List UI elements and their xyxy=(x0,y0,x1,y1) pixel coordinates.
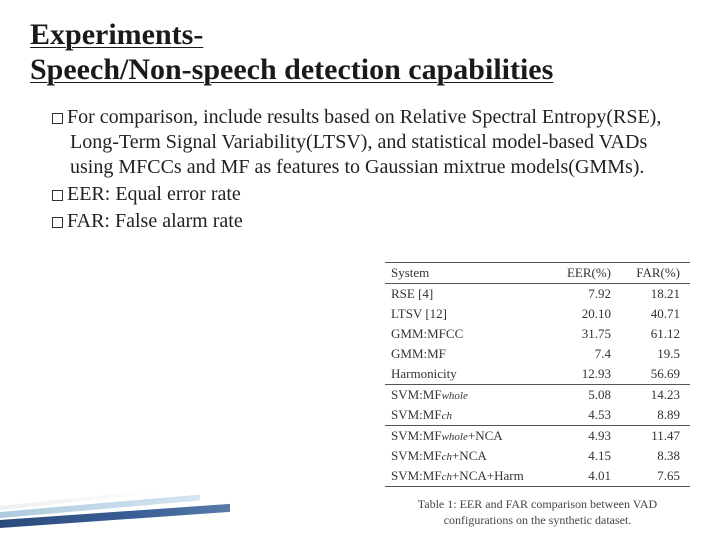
cell-far: 14.23 xyxy=(621,385,690,406)
table-row: RSE [4]7.9218.21 xyxy=(385,284,690,305)
cell-far: 19.5 xyxy=(621,344,690,364)
cell-system: SVM:MFch+NCA xyxy=(385,446,552,466)
table-row: GMM:MFCC31.7561.12 xyxy=(385,324,690,344)
slide-title: Experiments- Speech/Non-speech detection… xyxy=(30,18,690,87)
cell-eer: 31.75 xyxy=(552,324,621,344)
bullet-2: EER: Equal error rate xyxy=(52,182,690,207)
results-table: System EER(%) FAR(%) RSE [4]7.9218.21LTS… xyxy=(385,262,690,487)
cell-eer: 4.93 xyxy=(552,426,621,447)
results-table-wrap: System EER(%) FAR(%) RSE [4]7.9218.21LTS… xyxy=(385,262,690,528)
table-row: SVM:MFwhole+NCA4.9311.47 xyxy=(385,426,690,447)
col-far: FAR(%) xyxy=(621,263,690,284)
bullet-3-text: FAR: False alarm rate xyxy=(67,210,243,232)
table-body: RSE [4]7.9218.21LTSV [12]20.1040.71GMM:M… xyxy=(385,284,690,487)
checkbox-icon xyxy=(52,113,63,124)
cell-system: SVM:MFwhole xyxy=(385,385,552,406)
cell-eer: 4.01 xyxy=(552,466,621,487)
cell-eer: 4.15 xyxy=(552,446,621,466)
table-row: SVM:MFch+NCA4.158.38 xyxy=(385,446,690,466)
title-line1: Experiments- xyxy=(30,18,203,51)
cell-system: SVM:MFch+NCA+Harm xyxy=(385,466,552,487)
table-row: GMM:MF7.419.5 xyxy=(385,344,690,364)
cell-system: GMM:MF xyxy=(385,344,552,364)
bullet-1-text: For comparison, include results based on… xyxy=(67,106,661,178)
body-content: For comparison, include results based on… xyxy=(30,105,690,234)
cell-eer: 20.10 xyxy=(552,304,621,324)
cell-far: 8.89 xyxy=(621,405,690,426)
cell-far: 40.71 xyxy=(621,304,690,324)
cell-system: LTSV [12] xyxy=(385,304,552,324)
cell-far: 11.47 xyxy=(621,426,690,447)
col-eer: EER(%) xyxy=(552,263,621,284)
cell-eer: 12.93 xyxy=(552,364,621,385)
cell-system: SVM:MFch xyxy=(385,405,552,426)
col-system: System xyxy=(385,263,552,284)
table-row: SVM:MFwhole5.0814.23 xyxy=(385,385,690,406)
decorative-stripes xyxy=(0,488,230,528)
table-row: Harmonicity12.9356.69 xyxy=(385,364,690,385)
table-row: SVM:MFch4.538.89 xyxy=(385,405,690,426)
table-header-row: System EER(%) FAR(%) xyxy=(385,263,690,284)
cell-eer: 5.08 xyxy=(552,385,621,406)
table-caption: Table 1: EER and FAR comparison between … xyxy=(385,497,690,528)
cell-system: GMM:MFCC xyxy=(385,324,552,344)
cell-far: 56.69 xyxy=(621,364,690,385)
table-row: LTSV [12]20.1040.71 xyxy=(385,304,690,324)
checkbox-icon xyxy=(52,217,63,228)
title-line2: Speech/Non-speech detection capabilities xyxy=(30,53,553,86)
cell-system: RSE [4] xyxy=(385,284,552,305)
cell-far: 7.65 xyxy=(621,466,690,487)
cell-eer: 4.53 xyxy=(552,405,621,426)
bullet-3: FAR: False alarm rate xyxy=(52,209,690,234)
table-row: SVM:MFch+NCA+Harm4.017.65 xyxy=(385,466,690,487)
cell-system: SVM:MFwhole+NCA xyxy=(385,426,552,447)
cell-eer: 7.4 xyxy=(552,344,621,364)
cell-system: Harmonicity xyxy=(385,364,552,385)
bullet-2-text: EER: Equal error rate xyxy=(67,183,241,205)
cell-far: 18.21 xyxy=(621,284,690,305)
checkbox-icon xyxy=(52,190,63,201)
bullet-1: For comparison, include results based on… xyxy=(52,105,690,180)
cell-far: 61.12 xyxy=(621,324,690,344)
cell-eer: 7.92 xyxy=(552,284,621,305)
cell-far: 8.38 xyxy=(621,446,690,466)
